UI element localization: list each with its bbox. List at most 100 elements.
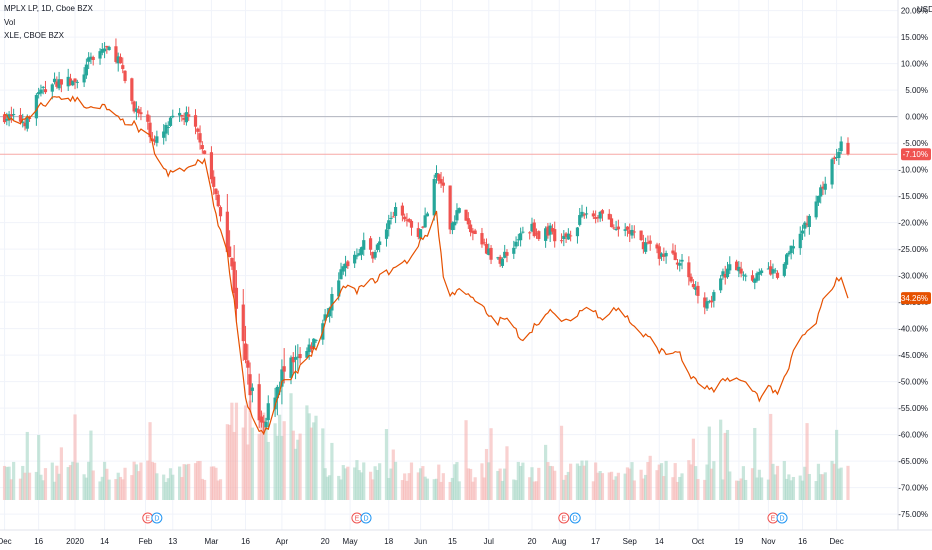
dividend-marker[interactable]: D [151, 512, 163, 524]
candle-body [91, 56, 95, 60]
x-tick-label: Mar [205, 537, 219, 546]
candle-body [225, 211, 229, 253]
candle-body [405, 219, 409, 221]
candle-body [241, 304, 245, 342]
volume-bar [673, 463, 677, 500]
volume-bar [216, 480, 220, 500]
earnings-marker[interactable]: E [558, 512, 570, 524]
candle-body [182, 117, 186, 120]
volume-bar [168, 468, 173, 500]
candle-body [505, 252, 509, 256]
x-tick-label: Apr [276, 537, 289, 546]
candle-body [687, 262, 691, 278]
time-axis[interactable]: Dec 16 2020 14 Feb 13 Mar 16 Apr 20 May 18 Jun 15 Jul 2… [0, 537, 844, 546]
candle-body [757, 271, 761, 275]
candle-body [57, 79, 61, 89]
candle-body [341, 266, 345, 272]
earnings-marker[interactable]: E [351, 512, 363, 524]
volume-bar [609, 471, 614, 500]
candle-body [439, 179, 443, 184]
volume-bar [162, 474, 166, 500]
candle-body [482, 242, 486, 244]
candle-body [375, 244, 379, 250]
volume-bar [278, 414, 282, 500]
symbol-legend[interactable]: MPLX LP, 1D, Cboe BZX [4, 4, 93, 13]
volume-bar [709, 468, 714, 500]
volume-bar [439, 481, 443, 500]
earnings-marker[interactable]: E [142, 512, 154, 524]
candle-body [484, 243, 489, 254]
volume-bar [230, 402, 234, 500]
volume-bar [487, 462, 491, 500]
candle-body [212, 176, 216, 187]
volume-bar [200, 478, 204, 500]
volume-bar [368, 471, 373, 500]
dividend-marker[interactable]: D [360, 512, 372, 524]
volume-bar [719, 419, 723, 500]
volume-bar [489, 428, 493, 500]
earnings-marker[interactable]: E [767, 512, 779, 524]
candle-body [728, 264, 732, 271]
candle-body [787, 252, 791, 255]
volume-bar [680, 473, 684, 500]
volume-bar [600, 473, 605, 500]
dividend-marker[interactable]: D [569, 512, 581, 524]
y-tick-label: -60.00% [898, 431, 928, 440]
volume-bar [521, 462, 525, 500]
volume-bar [823, 472, 827, 500]
price-axis[interactable]: 20.00% 15.00% 10.00% 5.00% 0.00% -5.00% -10.00… [898, 7, 928, 520]
last-value-badge-compare-text: -34.26% [898, 294, 928, 303]
volume-bar [121, 479, 125, 500]
volume-bar [257, 433, 261, 500]
volume-bar [594, 462, 598, 500]
volume-bar [166, 478, 170, 500]
x-tick-label: 14 [655, 537, 664, 546]
volume-bar [339, 479, 343, 500]
candle-body [814, 201, 818, 218]
volume-bar [580, 460, 584, 500]
volume-bar [34, 471, 38, 500]
volume-bar [787, 474, 791, 500]
volume-bar [464, 420, 468, 500]
compare-legend[interactable]: XLE, CBOE BZX [4, 31, 65, 40]
x-tick-label: Aug [552, 537, 566, 546]
candle-body [234, 287, 239, 309]
candle-body [496, 257, 500, 259]
volume-bar [559, 425, 564, 500]
volume-bar [291, 430, 295, 500]
candle-body [164, 125, 168, 134]
volume-legend[interactable]: Vol [4, 18, 16, 27]
volume-bar [646, 461, 650, 500]
candle-body [582, 214, 586, 216]
volume-bar [528, 477, 532, 500]
dividend-marker[interactable]: D [776, 512, 788, 524]
y-tick-label: -30.00% [898, 272, 928, 281]
candle-body [343, 263, 348, 269]
volume-bar [55, 465, 59, 500]
candle-body [387, 220, 391, 230]
candle-body [569, 235, 573, 237]
volume-bar [71, 461, 75, 500]
candle-body [337, 280, 341, 297]
volume-bar [705, 464, 709, 500]
volume-bar [798, 475, 802, 500]
svg-text:E: E [145, 516, 150, 523]
candle-body [512, 247, 516, 254]
volume-bar [741, 466, 746, 500]
volume-bar [814, 481, 818, 500]
volume-bar [407, 473, 411, 500]
last-value-badge-main [901, 148, 931, 161]
candle-body [339, 269, 343, 280]
candle-body [769, 266, 773, 275]
volume-bar [400, 480, 404, 500]
volume-bar [432, 479, 436, 500]
candle-body [275, 386, 279, 399]
volume-bar [59, 447, 63, 500]
volume-bar [102, 461, 107, 500]
candle-body [162, 131, 166, 138]
volume-bar [82, 474, 86, 500]
volume-bar [639, 469, 643, 500]
candle-body [725, 268, 730, 278]
